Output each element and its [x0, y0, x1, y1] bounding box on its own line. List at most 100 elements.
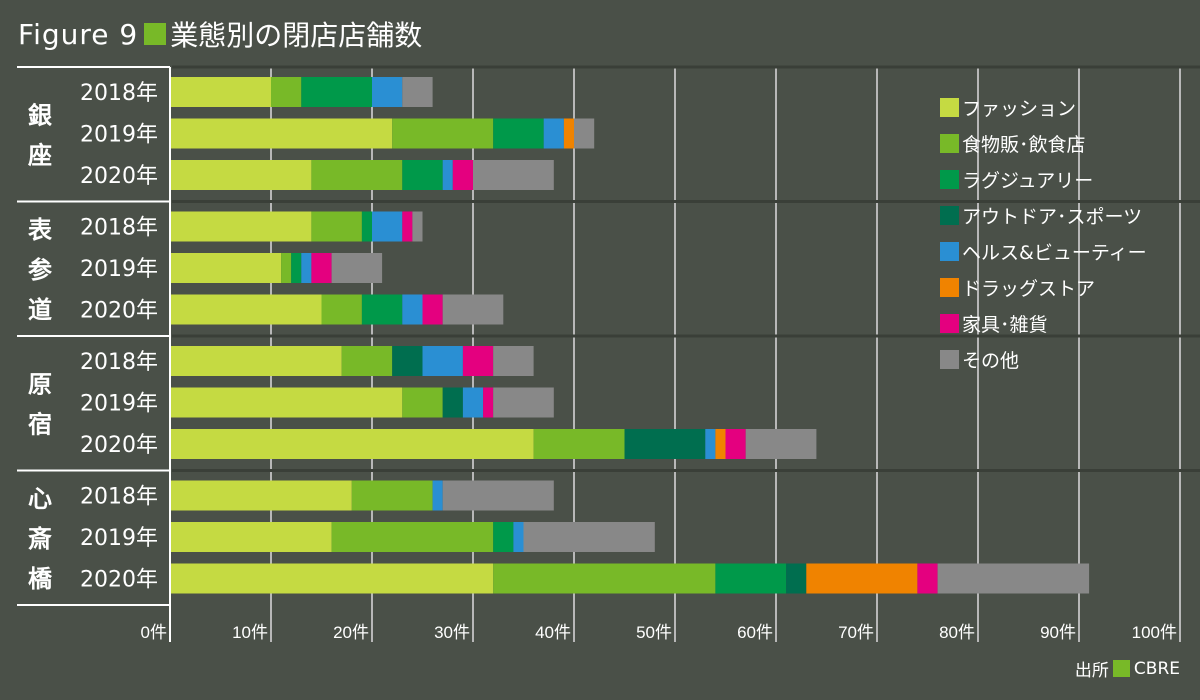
- legend-item: ヘルス&ビューティー: [940, 233, 1147, 269]
- bar-segment-2: [291, 253, 302, 283]
- bar-segment-2: [493, 522, 514, 552]
- bar-segment-2: [301, 77, 372, 107]
- bar-segment-4: [301, 253, 312, 283]
- bar-segment-6: [462, 346, 494, 376]
- bar-segment-0: [170, 118, 393, 149]
- x-tick-label: 90件: [1040, 623, 1076, 642]
- bar-segment-0: [170, 211, 312, 242]
- bar-segment-2: [402, 160, 443, 190]
- bar-segment-1: [402, 387, 443, 418]
- bar-segment-1: [392, 118, 494, 149]
- year-label: 2019年: [80, 123, 158, 148]
- bar-segment-1: [493, 563, 716, 594]
- bar-segment-7: [412, 211, 423, 242]
- year-label: 2018年: [80, 81, 158, 106]
- bar-segment-2: [361, 211, 372, 242]
- bar-segment-4: [543, 118, 564, 149]
- bar-segment-0: [170, 346, 342, 376]
- bar-segment-4: [402, 294, 423, 325]
- bar-segment-6: [402, 211, 413, 242]
- legend-item: ファッション: [940, 89, 1147, 125]
- year-label: 2019年: [80, 526, 158, 551]
- bar-segment-1: [281, 253, 292, 283]
- legend-label: ファッション: [962, 97, 1077, 120]
- bar-segment-7: [442, 480, 554, 511]
- chart-title: Figure 9 業態別の閉店店舗数: [18, 14, 422, 54]
- source-label: 出所: [1074, 661, 1109, 681]
- legend-item: ドラッグストア: [940, 269, 1147, 305]
- bar-segment-0: [170, 480, 352, 511]
- bar-segment-7: [402, 77, 433, 107]
- bar-segment-3: [442, 387, 463, 418]
- bar-segment-4: [705, 429, 716, 459]
- bar-segment-6: [725, 429, 746, 459]
- bar-segment-1: [331, 522, 494, 552]
- bar-segment-0: [170, 160, 312, 190]
- group-label: 心斎橋: [28, 485, 53, 593]
- year-label: 2019年: [80, 392, 158, 417]
- bar-segment-4: [432, 480, 443, 511]
- legend-label: アウトドア･スポーツ: [962, 205, 1143, 228]
- x-tick-label: 100件: [1132, 623, 1177, 642]
- legend-swatch: [940, 241, 959, 261]
- bar-segment-4: [372, 77, 403, 107]
- source-note: 出所 CBRE: [1074, 656, 1180, 682]
- bar-segment-7: [493, 387, 554, 418]
- bar-segment-1: [271, 77, 302, 107]
- x-tick-label: 10件: [232, 623, 268, 642]
- year-label: 2018年: [80, 216, 158, 241]
- bar-segment-5: [563, 118, 574, 149]
- bar-segment-2: [493, 118, 544, 149]
- legend-swatch: [940, 349, 959, 369]
- bar-segment-6: [917, 563, 938, 594]
- bar-segment-7: [574, 118, 595, 149]
- bar-segment-2: [715, 563, 787, 594]
- legend-swatch: [940, 169, 959, 189]
- legend-label: その他: [962, 349, 1020, 372]
- figure-number: Figure 9: [18, 17, 139, 51]
- bar-segment-1: [311, 211, 362, 242]
- legend-label: 食物販･飲食店: [962, 133, 1086, 156]
- bar-segment-0: [170, 429, 534, 459]
- year-label: 2020年: [80, 299, 158, 324]
- legend-item: 食物販･飲食店: [940, 125, 1147, 161]
- legend-label: 家具･雑貨: [962, 313, 1048, 336]
- bar-segment-4: [442, 160, 453, 190]
- bar-segment-3: [392, 346, 423, 376]
- group-label: 表参道: [28, 216, 53, 324]
- bar-segment-1: [341, 346, 393, 376]
- x-tick-label: 70件: [838, 623, 874, 642]
- legend: ファッション 食物販･飲食店 ラグジュアリーアウトドア･スポーツヘルス&ビューティー…: [940, 89, 1147, 377]
- legend-item: 家具･雑貨: [940, 305, 1147, 341]
- source-accent-square: [1112, 660, 1130, 677]
- year-label: 2020年: [80, 568, 158, 593]
- bar-segment-4: [513, 522, 524, 552]
- year-label: 2020年: [80, 164, 158, 189]
- bar-segment-0: [170, 522, 332, 552]
- bar-segment-6: [311, 253, 332, 283]
- legend-item: ラグジュアリー: [940, 161, 1147, 197]
- legend-item: その他: [940, 341, 1147, 377]
- bar-segment-4: [422, 346, 463, 376]
- x-tick-label: 20件: [333, 623, 369, 642]
- title-text: 業態別の閉店店舗数: [170, 19, 423, 52]
- x-tick-label: 50件: [636, 623, 672, 642]
- x-tick-label: 40件: [535, 623, 571, 642]
- source-name: CBRE: [1133, 658, 1180, 679]
- bar-segment-3: [786, 563, 807, 594]
- group-label: 原宿: [28, 370, 52, 438]
- legend-label: ドラッグストア: [962, 277, 1096, 300]
- bar-segment-0: [170, 77, 271, 107]
- legend-label: ラグジュアリー: [962, 169, 1094, 192]
- bar-segment-7: [745, 429, 817, 459]
- bar-segment-7: [523, 522, 655, 552]
- bar-segment-4: [372, 211, 403, 242]
- legend-swatch: [940, 277, 959, 297]
- x-tick-label: 80件: [939, 623, 975, 642]
- bar-segment-7: [473, 160, 554, 190]
- bar-segment-6: [483, 387, 494, 418]
- legend-swatch: [940, 133, 959, 153]
- bar-segment-1: [533, 429, 625, 459]
- bar-segment-5: [715, 429, 726, 459]
